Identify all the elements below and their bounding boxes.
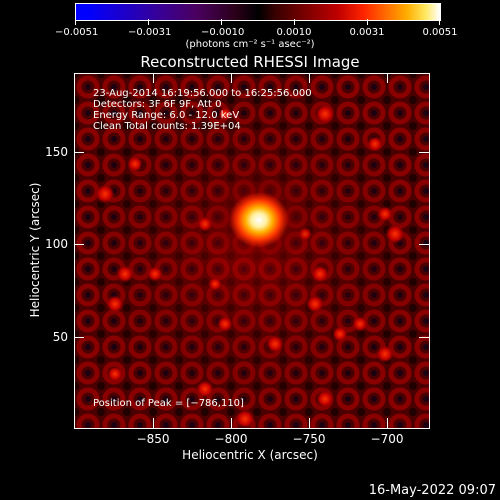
colorbar-tick-label: −0.0031 xyxy=(128,27,172,38)
info-line: Energy Range: 6.0 - 12.0 keV xyxy=(93,110,240,121)
timestamp: 16-May-2022 09:07 xyxy=(368,483,496,498)
plot-title: Reconstructed RHESSI Image xyxy=(140,53,360,71)
colorbar xyxy=(75,3,441,21)
axis-ticks xyxy=(74,73,429,428)
info-line: 23-Aug-2014 16:19:56.000 to 16:25:56.000 xyxy=(93,88,312,99)
colorbar-ticks xyxy=(75,19,440,25)
colorbar-tick-label: 0.0010 xyxy=(276,27,312,38)
info-line: Detectors: 3F 6F 9F, Att 0 xyxy=(93,99,222,110)
rhessi-image-plot: 23-Aug-2014 16:19:56.000 to 16:25:56.000… xyxy=(74,73,430,429)
rhessi-image xyxy=(75,74,429,428)
colorbar-units: (photons cm⁻² s⁻¹ asec⁻²) xyxy=(185,39,315,50)
y-tick-label: 150 xyxy=(45,145,68,159)
x-tick-label: −800 xyxy=(214,432,248,446)
y-tick-label: 100 xyxy=(45,237,68,251)
x-tick-label: −750 xyxy=(292,432,326,446)
colorbar-tick-label: −0.0051 xyxy=(55,27,99,38)
y-tick-label: 50 xyxy=(52,330,68,344)
colorbar-tick-label: 0.0031 xyxy=(349,27,385,38)
colorbar-tick-label: 0.0051 xyxy=(422,27,458,38)
x-tick-label: −850 xyxy=(136,432,170,446)
info-line: Clean Total counts: 1.39E+04 xyxy=(93,121,241,132)
x-tick-label: −700 xyxy=(370,432,404,446)
flare-peak xyxy=(229,192,289,248)
colorbar-tick-label: −0.0010 xyxy=(201,27,245,38)
peak-position: Position of Peak = [−786,110] xyxy=(93,398,244,409)
x-axis-label: Heliocentric X (arcsec) xyxy=(182,448,318,462)
y-axis-label: Heliocentric Y (arcsec) xyxy=(28,182,42,318)
